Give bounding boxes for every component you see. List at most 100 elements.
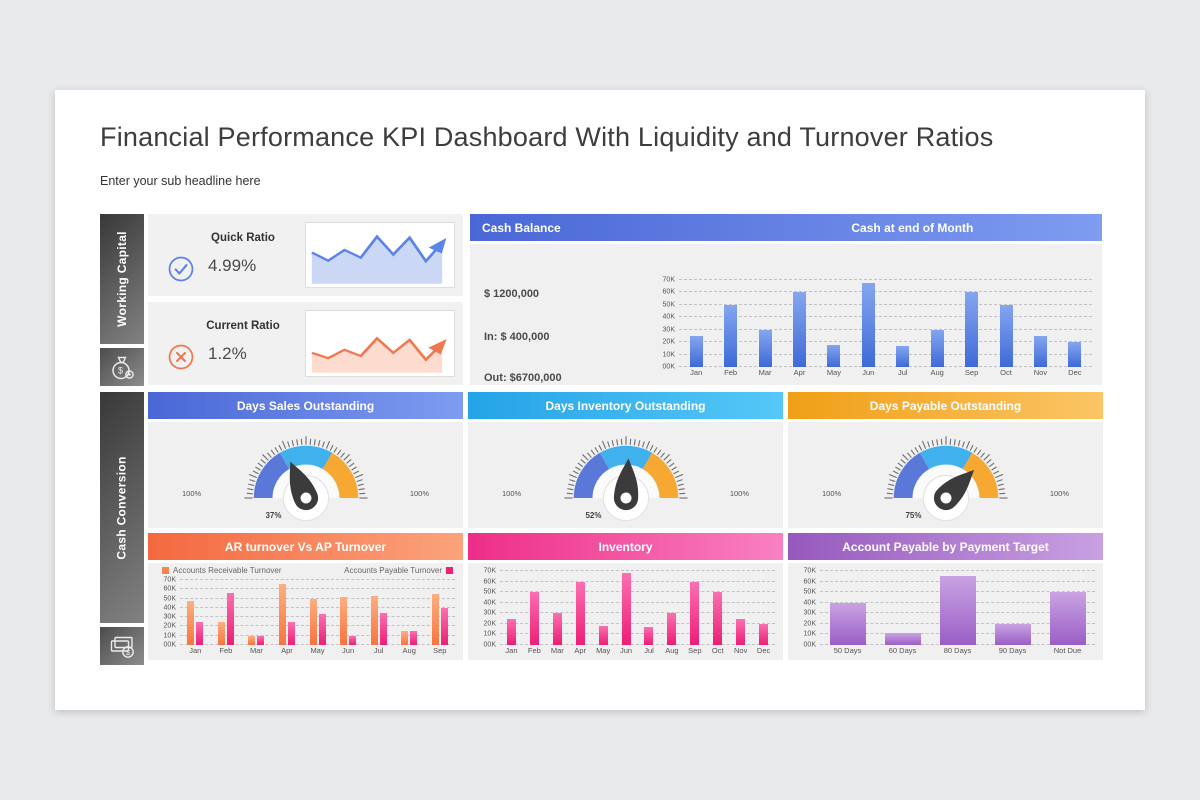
cash-inflow-value: In: $ 400,000 <box>484 331 550 343</box>
inventory-title: Inventory <box>598 539 653 554</box>
bar-group: 50 Days <box>820 571 875 657</box>
dpo-title: Days Payable Outstanding <box>869 398 1022 413</box>
bar-group: Sep <box>425 580 456 657</box>
payment-target-body: 00K 10K 20K 30K 40K 50K 60K 70K 50 Days 60 Days 80… <box>788 563 1103 660</box>
dio-panel: Days Inventory Outstanding 100% 100% 52% <box>468 392 783 528</box>
payment-target-bar-chart: 00K 10K 20K 30K 40K 50K 60K 70K 50 Days 60 Days 80… <box>796 568 1095 657</box>
cash-balance-panel: Cash Balance Cash at end of Month $ 1200… <box>470 214 1102 385</box>
dio-header: Days Inventory Outstanding <box>468 392 783 419</box>
dso-panel: Days Sales Outstanding 100% 100% 37% <box>148 392 463 528</box>
dio-max-label: 100% <box>729 489 749 498</box>
legend-item-ar: Accounts Receivable Turnover <box>162 566 282 575</box>
bar-group: Nov <box>729 571 752 657</box>
bar-group: Feb <box>713 280 747 379</box>
dpo-body: 100% 100% 75% <box>788 422 1103 528</box>
bar-group: Mar <box>748 280 782 379</box>
bar-group: 90 Days <box>985 571 1040 657</box>
bar-group: Aug <box>660 571 683 657</box>
bar-group: Sep <box>954 280 988 379</box>
sidebar-tab-working-capital[interactable]: Working Capital <box>100 214 144 344</box>
ar-ap-body: Accounts Receivable Turnover Accounts Pa… <box>148 563 463 660</box>
cash-balance-title: Cash Balance <box>482 220 561 235</box>
money-bag-gear-icon[interactable]: $ <box>100 348 144 386</box>
bar-group: Oct <box>706 571 729 657</box>
cash-balance-body: $ 1200,000 In: $ 400,000 Out: $6700,000 … <box>470 244 1102 385</box>
bar-group: Jul <box>886 280 920 379</box>
bar-group: 80 Days <box>930 571 985 657</box>
bar-group: Jun <box>333 580 364 657</box>
ap-swatch-icon <box>446 567 453 574</box>
quick-ratio-value: 4.99% <box>208 256 257 275</box>
dpo-header: Days Payable Outstanding <box>788 392 1103 419</box>
dio-min-label: 100% <box>502 489 522 498</box>
payment-target-header: Account Payable by Payment Target <box>788 533 1103 560</box>
legend-item-ap: Accounts Payable Turnover <box>344 566 453 575</box>
bar-group: Nov <box>1023 280 1057 379</box>
bar-group: Feb <box>523 571 546 657</box>
bar-group: Jun <box>615 571 638 657</box>
bar-group: Aug <box>920 280 954 379</box>
bar-group: May <box>817 280 851 379</box>
ar-ap-header: AR turnover Vs AP Turnover <box>148 533 463 560</box>
cash-balance-header: Cash Balance Cash at end of Month <box>470 214 1102 241</box>
dpo-max-label: 100% <box>1049 489 1069 498</box>
dso-max-label: 100% <box>409 489 429 498</box>
svg-text:$: $ <box>126 648 131 657</box>
slide-card: Financial Performance KPI Dashboard With… <box>55 90 1145 710</box>
dso-title: Days Sales Outstanding <box>236 398 375 413</box>
bar-group: Jul <box>363 580 394 657</box>
dpo-gauge <box>858 423 1034 529</box>
ar-legend-label: Accounts Receivable Turnover <box>173 566 282 575</box>
sidebar-tab-label: Cash Conversion <box>115 455 130 560</box>
ar-ap-bar-chart: 00K 10K 20K 30K 40K 50K 60K 70K Jan Feb Mar Apr May J… <box>156 577 456 657</box>
payment-target-title: Account Payable by Payment Target <box>842 539 1049 554</box>
dio-gauge <box>538 423 714 529</box>
bar-group: Apr <box>782 280 816 379</box>
cash-outflow-value: Out: $6700,000 <box>484 372 562 384</box>
ar-ap-title: AR turnover Vs AP Turnover <box>224 539 387 554</box>
check-circle-icon <box>166 254 196 289</box>
bar-group: Jan <box>500 571 523 657</box>
bar-group: Jun <box>851 280 885 379</box>
bar-group: May <box>592 571 615 657</box>
bar-group: 60 Days <box>875 571 930 657</box>
dpo-value: 75% <box>905 511 922 520</box>
dpo-min-label: 100% <box>822 489 842 498</box>
cash-balance-value: $ 1200,000 <box>484 288 540 300</box>
payment-target-panel: Account Payable by Payment Target 00K 10K… <box>788 533 1103 660</box>
quick-ratio-label: Quick Ratio <box>211 232 275 244</box>
ar-ap-legend: Accounts Receivable Turnover Accounts Pa… <box>162 566 453 575</box>
cash-coin-icon[interactable]: $ <box>100 627 144 665</box>
ap-legend-label: Accounts Payable Turnover <box>344 566 442 575</box>
ar-ap-panel: AR turnover Vs AP Turnover Accounts Rece… <box>148 533 463 660</box>
dso-min-label: 100% <box>182 489 202 498</box>
dio-title: Days Inventory Outstanding <box>545 398 706 413</box>
sidebar-tab-cash-conversion[interactable]: Cash Conversion <box>100 392 144 623</box>
ar-swatch-icon <box>162 567 169 574</box>
dio-value: 52% <box>585 511 602 520</box>
cash-chart-title: Cash at end of Month <box>851 220 974 235</box>
current-ratio-sparkline <box>305 310 455 377</box>
page-subtitle: Enter your sub headline here <box>100 174 261 188</box>
bar-group: Oct <box>989 280 1023 379</box>
inventory-panel: Inventory 00K 10K 20K 30K 40K 50K 60K 70K Jan Feb… <box>468 533 783 660</box>
current-ratio-label: Current Ratio <box>206 320 280 332</box>
inventory-header: Inventory <box>468 533 783 560</box>
quick-ratio-sparkline <box>305 222 455 288</box>
dso-gauge <box>218 423 394 529</box>
page-title: Financial Performance KPI Dashboard With… <box>100 122 994 152</box>
dpo-panel: Days Payable Outstanding 100% 100% 75% <box>788 392 1103 528</box>
current-ratio-card: Current Ratio 1.2% <box>148 302 463 385</box>
bar-group: Aug <box>394 580 425 657</box>
bar-group: Sep <box>683 571 706 657</box>
bar-group: Apr <box>272 580 303 657</box>
bar-group: May <box>302 580 333 657</box>
dso-body: 100% 100% 37% <box>148 422 463 528</box>
bar-group: Apr <box>569 571 592 657</box>
bar-group: Dec <box>752 571 775 657</box>
bar-group: Mar <box>546 571 569 657</box>
current-ratio-value: 1.2% <box>208 344 247 363</box>
inventory-bar-chart: 00K 10K 20K 30K 40K 50K 60K 70K Jan Feb Mar Apr May J… <box>476 568 775 657</box>
inventory-body: 00K 10K 20K 30K 40K 50K 60K 70K Jan Feb Mar Apr May J… <box>468 563 783 660</box>
dso-header: Days Sales Outstanding <box>148 392 463 419</box>
